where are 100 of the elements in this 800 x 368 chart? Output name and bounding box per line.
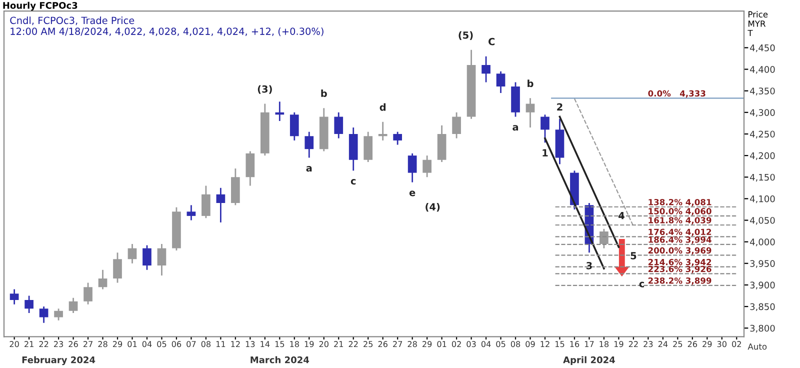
ref-line-label: 0.0% 4,333 xyxy=(648,90,706,98)
x-tick-label: 01 xyxy=(437,341,446,348)
x-tick-label: 02 xyxy=(732,341,741,348)
candlestick xyxy=(452,112,461,139)
x-tick-label: 25 xyxy=(673,341,682,348)
x-tick-label: 02 xyxy=(452,341,461,348)
text: April 2024 xyxy=(563,356,615,365)
x-tick-label: 30 xyxy=(717,341,726,348)
y-axis-title: Price MYR T xyxy=(748,11,768,36)
x-tick-label: 19 xyxy=(614,341,624,348)
text: Cndl, FCPOc3, Trade Price 12:00 AM 4/18/2024, 4,022, 4,028, 4,021, 4,024, +12, (+0.30%) xyxy=(10,16,324,36)
x-tick-label: 18 xyxy=(600,341,609,348)
annotation: 4 xyxy=(618,212,624,220)
x-tick-label: 15 xyxy=(275,341,284,348)
ref-line-label: 138.2% 4,081 xyxy=(648,198,712,206)
x-tick-label: 04 xyxy=(481,341,491,348)
text: March 2024 xyxy=(250,356,310,364)
candlestick xyxy=(84,282,92,306)
ref-line-label: 214.6% 3,942 xyxy=(648,258,712,266)
y-tick-label: 3,850 xyxy=(750,303,775,312)
ref-line-label: 161.8% 4,039 xyxy=(648,217,712,224)
x-tick-label: 26 xyxy=(688,341,698,348)
candlestick xyxy=(172,206,181,252)
y-tick-label: 4,200 xyxy=(750,152,775,160)
x-tick-label: 03 xyxy=(466,341,476,348)
x-tick-label: 22 xyxy=(39,341,48,348)
x-tick-label: 04 xyxy=(142,341,152,348)
annotation: 5 xyxy=(630,252,636,260)
x-tick-label: 28 xyxy=(408,341,417,348)
x-tick-label: 18 xyxy=(290,341,299,348)
x-tick-label: 08 xyxy=(201,341,211,348)
x-tick-label: 23 xyxy=(54,341,64,348)
candlestick xyxy=(54,308,63,322)
x-tick-label: 29 xyxy=(112,341,122,348)
ref-line-label: 176.4% 4,012 xyxy=(648,228,712,236)
x-tick-label: 21 xyxy=(334,341,344,348)
y-tick-label: 4,350 xyxy=(750,88,775,96)
annotation: C xyxy=(488,38,495,46)
y-tick-label: 4,050 xyxy=(750,216,775,225)
x-tick-label: 14 xyxy=(260,341,270,348)
x-tick-label: 27 xyxy=(83,341,92,348)
ref-line-label: 223.6% 3,926 xyxy=(648,266,712,274)
annotation: b xyxy=(528,80,534,88)
x-tick-label: 17 xyxy=(584,341,594,348)
y-tick-label: 4,250 xyxy=(750,130,775,138)
x-tick-label: 20 xyxy=(10,341,19,348)
annotation: d xyxy=(380,103,386,111)
x-tick-label: 26 xyxy=(378,341,388,348)
y-tick-label: 4,150 xyxy=(750,174,775,182)
text: February 2024 xyxy=(22,356,96,366)
x-tick-label: 22 xyxy=(348,341,358,348)
x-tick-label: 15 xyxy=(555,341,564,348)
y-tick-label: 4,000 xyxy=(750,238,775,246)
x-tick-label: 13 xyxy=(246,341,255,348)
y-tick-label: 4,300 xyxy=(750,109,775,117)
text: Auto xyxy=(748,343,767,350)
y-tick-label: 3,900 xyxy=(750,282,775,290)
candlestick xyxy=(511,82,520,118)
chart-title: Hourly FCPOc3 xyxy=(3,2,78,11)
annotation: 1 xyxy=(542,149,548,156)
annotation: (3) xyxy=(258,85,272,94)
x-tick-label: 05 xyxy=(496,341,506,348)
x-tick-label: 16 xyxy=(570,341,580,348)
x-tick-label: 25 xyxy=(364,341,373,348)
candlestick xyxy=(202,185,210,219)
x-tick-label: 09 xyxy=(526,341,535,348)
annotation: 3 xyxy=(586,262,592,270)
y-tick-label: 3,950 xyxy=(750,260,775,268)
x-tick-label: 23 xyxy=(644,341,653,348)
x-tick-label: 05 xyxy=(157,341,166,348)
annotation: b xyxy=(321,90,327,98)
x-tick-label: 28 xyxy=(98,341,108,348)
y-tick-label: 3,800 xyxy=(750,324,775,333)
annotation: 2 xyxy=(557,103,562,110)
annotation: (5) xyxy=(458,31,473,40)
ref-line-label: 238.2% 3,899 xyxy=(648,277,712,285)
x-tick-label: 12 xyxy=(540,341,550,348)
x-tick-label: 07 xyxy=(186,341,196,348)
y-tick-label: 4,400 xyxy=(750,66,775,74)
x-tick-label: 06 xyxy=(172,341,182,348)
x-tick-label: 24 xyxy=(658,341,668,348)
y-tick-label: 4,100 xyxy=(750,195,775,204)
annotation: a xyxy=(306,166,312,172)
annotation: (4) xyxy=(426,202,440,212)
x-tick-label: 21 xyxy=(24,341,34,348)
ref-line-label: 186.4% 3,994 xyxy=(648,236,712,244)
annotation: e xyxy=(409,190,416,196)
x-tick-label: 26 xyxy=(68,341,78,348)
x-tick-label: 20 xyxy=(319,341,328,348)
ref-line-label: 150.0% 4,060 xyxy=(648,208,712,216)
x-tick-label: 22 xyxy=(628,341,638,348)
x-tick-label: 29 xyxy=(702,341,712,348)
x-tick-label: 27 xyxy=(393,341,402,348)
x-tick-label: 12 xyxy=(231,341,240,348)
annotation: a xyxy=(512,125,518,131)
annotation: c xyxy=(639,282,644,288)
x-tick-label: 19 xyxy=(304,341,314,348)
y-tick-label: 4,450 xyxy=(750,44,775,52)
x-tick-label: 01 xyxy=(128,341,137,348)
candlestick xyxy=(113,252,122,284)
